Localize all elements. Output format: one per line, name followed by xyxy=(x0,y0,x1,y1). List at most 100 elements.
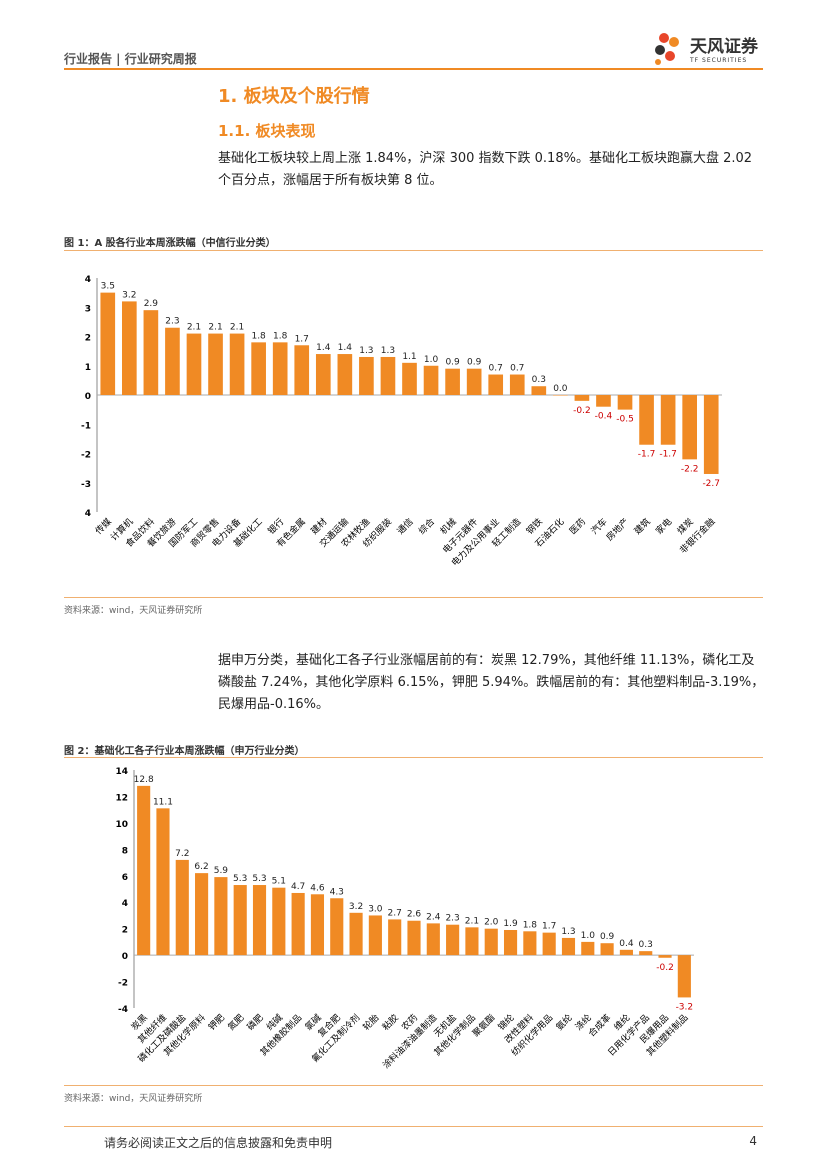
bar xyxy=(596,395,611,407)
bar xyxy=(175,859,189,956)
y-tick-label: -3 xyxy=(81,480,91,490)
bar xyxy=(677,955,691,998)
data-label: 12.8 xyxy=(134,775,154,785)
x-tick-label: 粘胶 xyxy=(380,1012,401,1033)
x-tick-label: 轮胎 xyxy=(360,1012,381,1033)
page-number: 4 xyxy=(749,1134,757,1148)
data-label: 2.6 xyxy=(407,910,422,920)
data-label: 2.1 xyxy=(187,323,201,333)
bar xyxy=(488,374,504,395)
figure-1-bottom-line xyxy=(64,597,763,598)
bar xyxy=(639,951,653,956)
data-label: 3.0 xyxy=(368,904,383,914)
bar xyxy=(682,395,697,460)
data-label: 7.2 xyxy=(175,849,189,859)
data-label: -1.7 xyxy=(638,450,656,460)
bar xyxy=(465,927,479,956)
x-tick-label: 钾肥 xyxy=(206,1012,227,1033)
subsection-heading: 1.1. 板块表现 xyxy=(218,122,316,140)
bar xyxy=(617,395,633,410)
y-tick-label: 4 xyxy=(122,899,128,909)
data-label: 1.9 xyxy=(503,919,518,929)
figure-1-title: 图 1：A 股各行业本周涨跌幅（中信行业分类） xyxy=(64,238,276,249)
bar xyxy=(291,892,305,956)
section-heading: 1. 板块及个股行情 xyxy=(218,86,370,107)
bar xyxy=(100,292,116,395)
bar xyxy=(600,943,614,956)
x-tick-label: 房地产 xyxy=(604,516,632,544)
company-logo: 天风证券 TF SECURITIES xyxy=(650,28,758,68)
data-label: 3.2 xyxy=(122,290,136,300)
data-label: 3.2 xyxy=(349,902,363,912)
chart-2: -4-20246810121412.8炭黑11.1其他纤维7.2磷化工及磷酸盐6… xyxy=(115,767,694,1071)
data-label: 1.8 xyxy=(273,331,288,341)
x-tick-label: 医药 xyxy=(568,516,589,537)
bar xyxy=(388,919,402,956)
bar xyxy=(561,937,576,956)
y-tick-label: -4 xyxy=(118,1005,128,1015)
y-tick-label: 6 xyxy=(122,873,128,883)
data-label: 0.7 xyxy=(510,364,524,374)
y-tick-label: 4 xyxy=(85,509,91,519)
data-label: 4.6 xyxy=(310,883,325,893)
data-label: 1.3 xyxy=(359,346,373,356)
bar xyxy=(272,887,286,956)
bar xyxy=(156,808,170,956)
data-label: 1.0 xyxy=(581,931,596,941)
data-label: -0.5 xyxy=(616,415,634,425)
bar xyxy=(703,395,719,474)
bar xyxy=(310,894,325,956)
bar xyxy=(466,368,482,395)
bar xyxy=(531,386,547,395)
bar xyxy=(349,912,363,956)
data-label: 0.3 xyxy=(639,940,653,950)
header-divider xyxy=(64,68,763,70)
figure-2-source: 资料来源：wind，天风证券研究所 xyxy=(64,1094,203,1104)
bar xyxy=(639,395,654,445)
bar xyxy=(542,932,556,956)
bar xyxy=(523,931,537,956)
bar xyxy=(380,356,396,395)
x-tick-label: 合成革 xyxy=(586,1012,614,1040)
data-label: 0.4 xyxy=(619,939,634,949)
bar xyxy=(359,356,374,395)
data-label: 5.9 xyxy=(214,866,229,876)
figure-2-bottom-line xyxy=(64,1085,763,1086)
bar xyxy=(294,345,310,395)
footer-disclaimer: 请务必阅读正文之后的信息披露和免责申明 xyxy=(104,1136,333,1150)
bar xyxy=(581,941,595,956)
data-label: 1.8 xyxy=(523,920,538,930)
data-label: 1.1 xyxy=(402,352,416,362)
data-label: 1.3 xyxy=(381,346,395,356)
bar xyxy=(137,785,151,956)
bar xyxy=(208,333,223,395)
data-label: 0.9 xyxy=(467,358,482,368)
data-label: 1.0 xyxy=(424,355,439,365)
data-label: 3.5 xyxy=(101,282,115,292)
bar xyxy=(186,333,202,395)
y-tick-label: 0 xyxy=(85,392,91,402)
bar xyxy=(252,885,267,956)
data-label: 2.7 xyxy=(388,908,402,918)
bar xyxy=(122,301,137,395)
data-label: -3.2 xyxy=(676,1002,694,1012)
data-label: -1.7 xyxy=(659,450,677,460)
y-tick-label: -1 xyxy=(81,421,91,431)
data-label: 0.0 xyxy=(553,384,568,394)
logo-text: 天风证券 xyxy=(690,37,758,57)
y-tick-label: 3 xyxy=(85,304,91,314)
bar xyxy=(330,898,344,956)
data-label: -0.4 xyxy=(595,412,613,422)
data-label: 2.9 xyxy=(144,299,159,309)
y-tick-label: 2 xyxy=(122,926,128,936)
header-title: 行业报告 | 行业研究周报 xyxy=(64,52,197,66)
data-label: 0.9 xyxy=(600,932,615,942)
x-tick-label: 磷肥 xyxy=(244,1012,265,1033)
data-label: 0.3 xyxy=(532,375,546,385)
bar xyxy=(445,368,460,395)
bar xyxy=(503,929,518,956)
data-label: 0.9 xyxy=(445,358,460,368)
data-label: -0.2 xyxy=(573,406,591,416)
data-label: 1.7 xyxy=(295,334,309,344)
